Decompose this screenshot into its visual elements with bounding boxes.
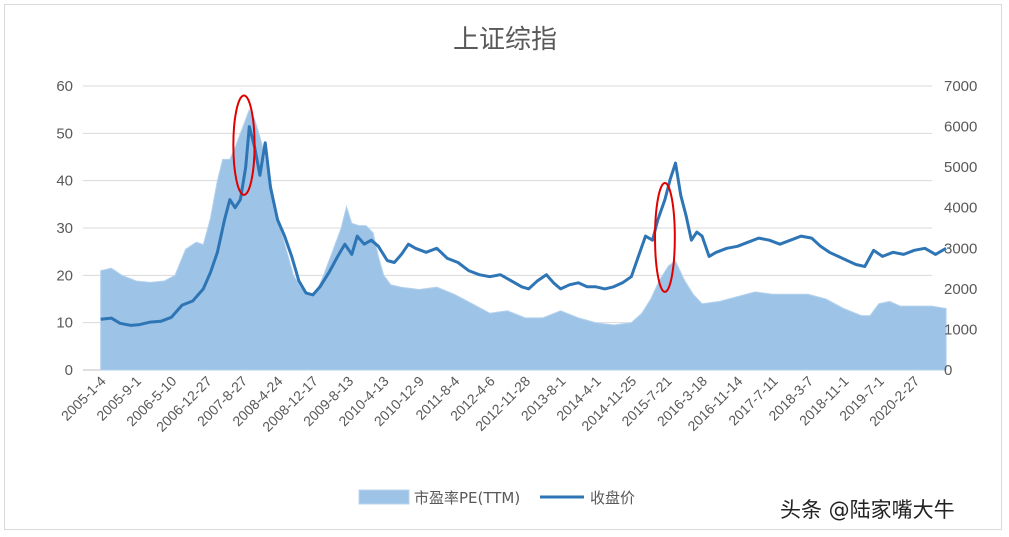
x-axis: 2005-1-42005-9-12006-5-102006-12-272007-… (58, 373, 923, 435)
close-line (100, 125, 947, 327)
close-line-layer (100, 125, 947, 327)
y-right-tick-label: 6000 (944, 119, 977, 136)
annotation-layer (232, 94, 676, 293)
y-axis-right: 0 1000 2000 3000 4000 5000 6000 7000 (944, 78, 977, 379)
y-right-tick-label: 3000 (944, 240, 977, 257)
y-left-tick-label: 30 (56, 220, 73, 237)
legend-label-close: 收盘价 (590, 489, 635, 507)
watermark-text: 头条 @陆家嘴大牛 (780, 498, 955, 522)
y-right-tick-label: 4000 (944, 200, 977, 217)
legend-swatch-pe (358, 489, 410, 505)
chart-title: 上证综指 (453, 25, 557, 55)
pe-area (100, 108, 947, 371)
y-right-tick-label: 5000 (944, 159, 977, 176)
y-axis-left: 0 10 20 30 40 50 60 (56, 78, 73, 379)
chart-frame (4, 4, 1002, 530)
y-left-tick-label: 50 (56, 125, 73, 142)
annotation-ellipse (654, 182, 676, 293)
pe-area-layer (100, 108, 947, 371)
y-left-tick-label: 60 (56, 78, 73, 95)
legend-label-pe: 市盈率PE(TTM) (414, 489, 520, 507)
y-right-tick-label: 0 (944, 362, 952, 379)
y-left-tick-label: 20 (56, 267, 73, 284)
y-left-tick-label: 40 (56, 173, 73, 190)
legend: 市盈率PE(TTM) 收盘价 (358, 489, 635, 507)
y-right-tick-label: 7000 (944, 78, 977, 95)
y-left-tick-label: 0 (65, 362, 73, 379)
y-right-tick-label: 1000 (944, 321, 977, 338)
y-left-tick-label: 10 (56, 315, 73, 332)
annotation-ellipse (232, 94, 256, 196)
y-right-tick-label: 2000 (944, 281, 977, 298)
